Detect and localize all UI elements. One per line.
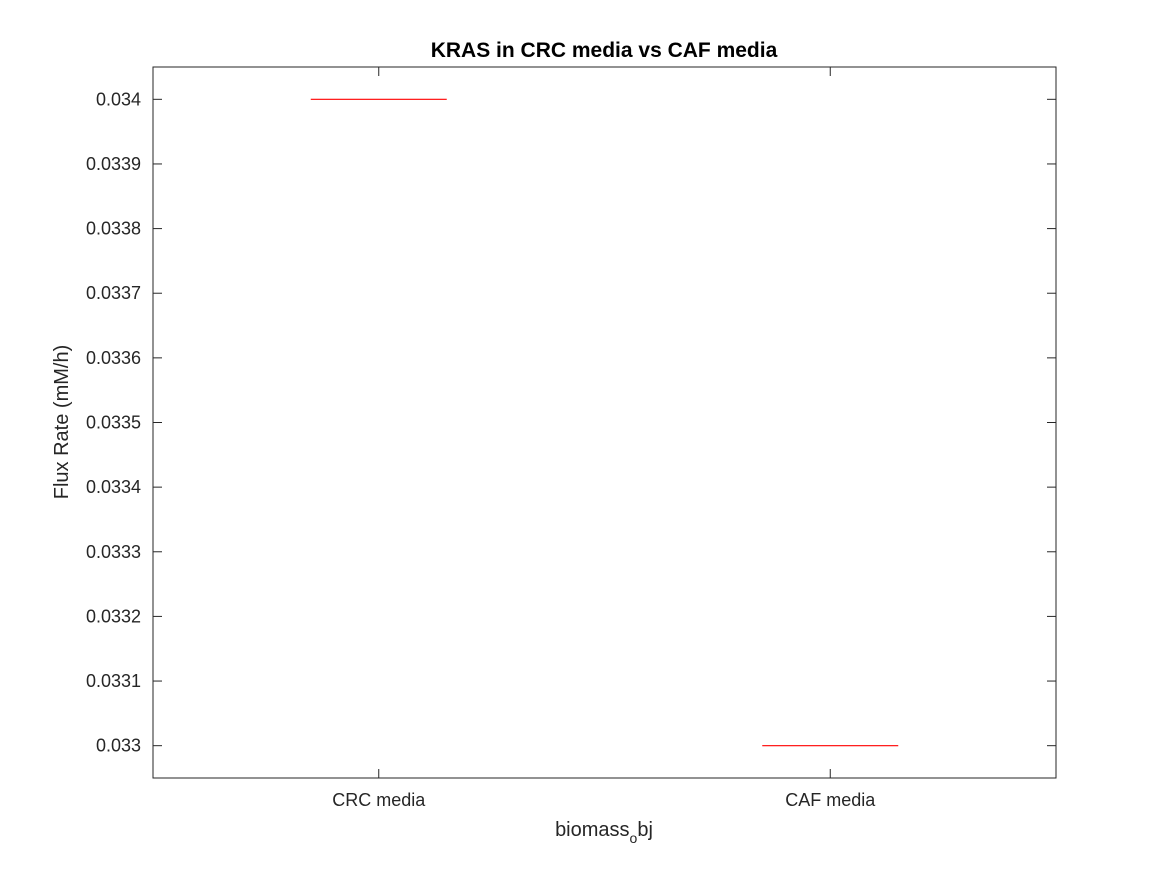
y-tick-label: 0.034 <box>96 89 141 109</box>
y-tick-label: 0.0336 <box>86 348 141 368</box>
y-axis-label: Flux Rate (mM/h) <box>51 345 73 499</box>
x-axis-label-subscript: o <box>630 830 638 846</box>
y-axis-ticks: 0.033 0.0331 0.0332 0.0333 0.0334 0.0335 0.033… <box>86 89 1056 756</box>
y-tick-label: 0.0333 <box>86 542 141 562</box>
x-axis-label-rest: bj <box>637 819 653 841</box>
x-tick-label: CRC media <box>332 790 426 810</box>
x-tick-label: CAF media <box>785 790 876 810</box>
y-tick-label: 0.0331 <box>86 671 141 691</box>
y-tick-label: 0.033 <box>96 736 141 756</box>
x-axis-ticks: CRC media CAF media <box>332 67 876 810</box>
plot-area-frame <box>152 66 1057 779</box>
y-tick-label: 0.0332 <box>86 606 141 626</box>
median-lines <box>310 98 899 747</box>
x-axis-label: biomassobj <box>555 819 653 846</box>
y-tick-label: 0.0334 <box>86 477 141 497</box>
chart-title: KRAS in CRC media vs CAF media <box>431 39 778 62</box>
y-tick-label: 0.0337 <box>86 283 141 303</box>
y-tick-label: 0.0339 <box>86 154 141 174</box>
x-axis-label-main: biomass <box>555 819 629 841</box>
y-tick-label: 0.0335 <box>86 413 141 433</box>
y-tick-label: 0.0338 <box>86 219 141 239</box>
